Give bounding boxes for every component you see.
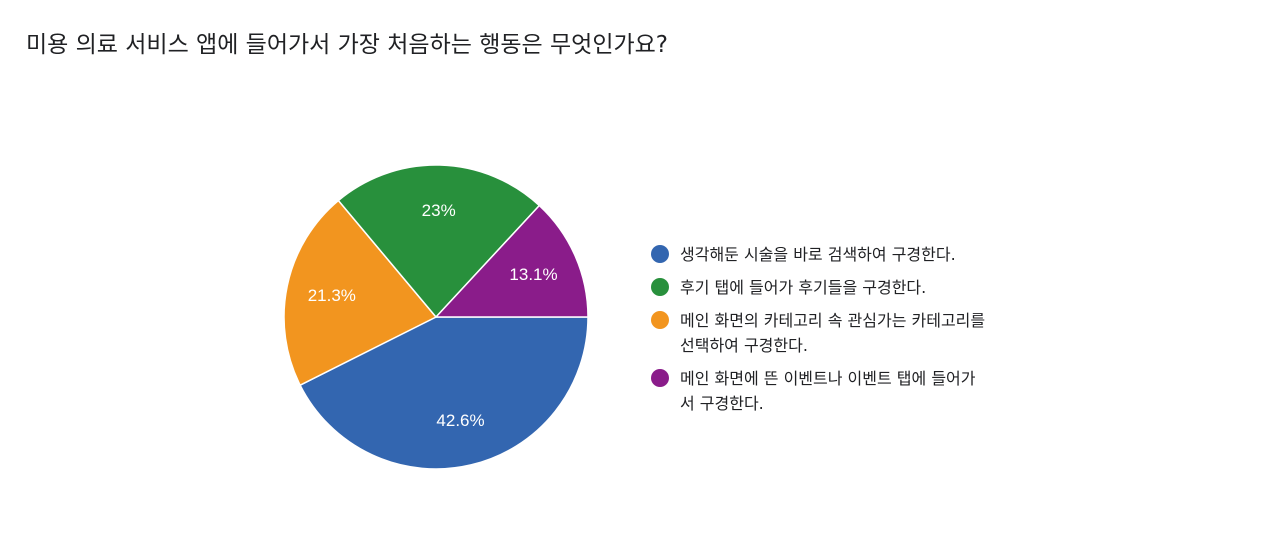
pie-slice[interactable] (283, 199, 438, 387)
legend-swatch-icon (651, 245, 669, 263)
legend-item[interactable]: 생각해둔 시술을 바로 검색하여 구경한다. (651, 242, 1051, 267)
legend-swatch-icon (651, 311, 669, 329)
legend-item[interactable]: 메인 화면의 카테고리 속 관심가는 카테고리를 선택하여 구경한다. (651, 308, 1051, 358)
pie-slice[interactable] (337, 164, 541, 319)
slice-percent-label: 23% (422, 201, 456, 220)
legend-swatch-icon (651, 278, 669, 296)
slice-percent-label: 21.3% (308, 286, 356, 305)
chart-legend: 생각해둔 시술을 바로 검색하여 구경한다. 후기 탭에 들어가 후기들을 구경… (651, 242, 1051, 424)
legend-item[interactable]: 후기 탭에 들어가 후기들을 구경한다. (651, 275, 1051, 300)
legend-label: 메인 화면에 뜬 이벤트나 이벤트 탭에 들어가 서 구경한다. (680, 369, 976, 413)
legend-label: 후기 탭에 들어가 후기들을 구경한다. (680, 278, 927, 297)
legend-label: 메인 화면의 카테고리 속 관심가는 카테고리를 선택하여 구경한다. (680, 311, 986, 355)
chart-title: 미용 의료 서비스 앱에 들어가서 가장 처음하는 행동은 무엇인가요? (26, 32, 669, 58)
pie-slice[interactable] (299, 316, 589, 470)
legend-item[interactable]: 메인 화면에 뜬 이벤트나 이벤트 탭에 들어가 서 구경한다. (651, 366, 1051, 416)
legend-swatch-icon (651, 369, 669, 387)
slice-percent-label: 13.1% (509, 265, 557, 284)
slice-percent-label: 42.6% (436, 411, 484, 430)
legend-label: 생각해둔 시술을 바로 검색하여 구경한다. (680, 245, 956, 264)
pie-slice[interactable] (434, 204, 589, 318)
